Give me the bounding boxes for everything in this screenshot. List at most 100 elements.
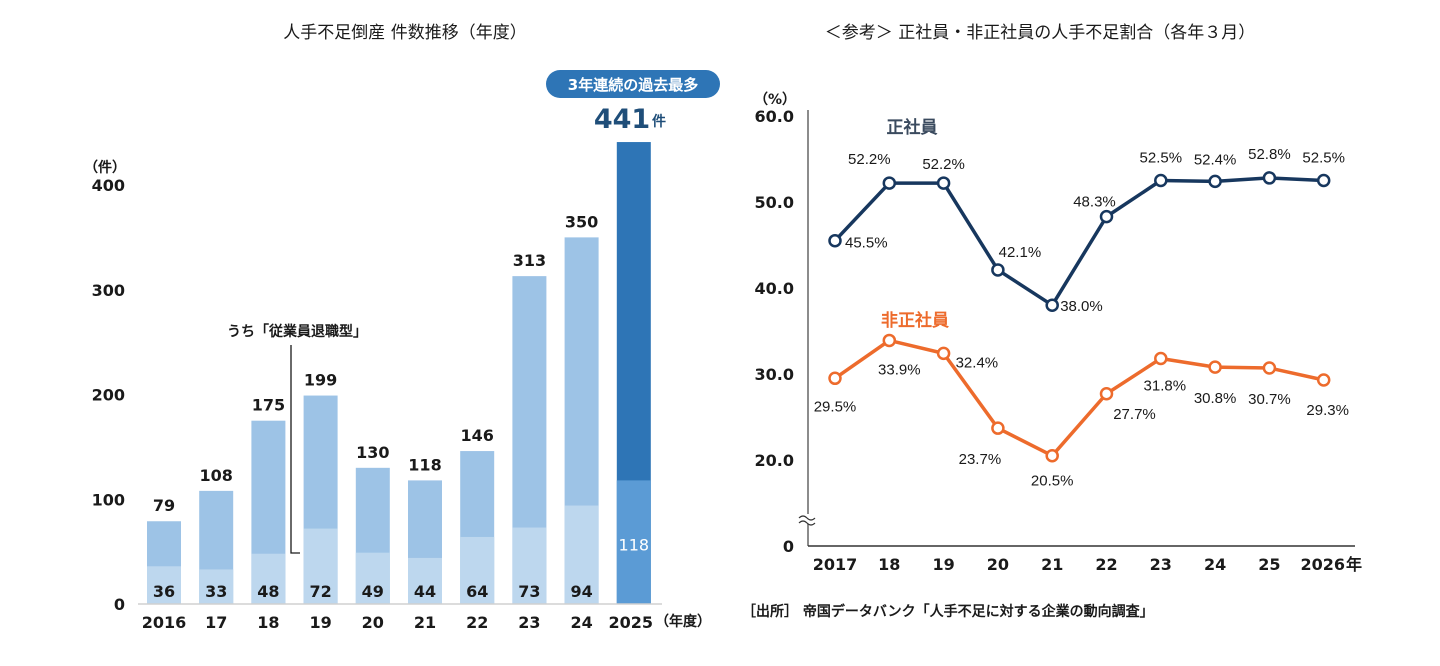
bar-sub bbox=[251, 553, 286, 604]
bar-y-tick-label: 300 bbox=[92, 281, 125, 300]
bar-total-label: 175 bbox=[252, 396, 285, 415]
bar-y-ticks: 0 100 200 300 400 bbox=[92, 176, 125, 614]
bar-sub bbox=[616, 480, 651, 604]
line-y-tick-label: 30.0 bbox=[755, 365, 794, 384]
line-x-unit: 年 bbox=[1346, 555, 1362, 574]
legend-regular: 正社員 bbox=[887, 117, 938, 138]
bar-total-label: 199 bbox=[304, 371, 337, 390]
data-label: 52.2% bbox=[848, 151, 891, 168]
bar-total-label: 118 bbox=[408, 455, 441, 474]
badge-background bbox=[546, 70, 720, 98]
bar-x-tick-label: 20 bbox=[362, 613, 384, 632]
bar-x-ticks: 2016 17 18 19 20 21 22 23 24 2025 bbox=[142, 613, 653, 632]
data-label: 29.3% bbox=[1306, 402, 1349, 419]
data-point bbox=[1154, 173, 1168, 188]
data-point bbox=[1154, 351, 1168, 366]
bar-x-unit: （年度） bbox=[655, 613, 711, 630]
bar-chart: 人手不足倒産 件数推移（年度） （件） 0 100 200 300 400 79 36 10… bbox=[84, 23, 720, 632]
bar-sub-label: 94 bbox=[570, 582, 592, 601]
line-x-tick-label: 18 bbox=[878, 555, 900, 574]
data-label: 31.8% bbox=[1144, 378, 1187, 395]
annotation-leader-line bbox=[290, 345, 300, 554]
data-label: 30.8% bbox=[1194, 390, 1237, 407]
bar-total-label: 108 bbox=[199, 466, 232, 485]
bar-sub bbox=[460, 536, 495, 604]
highlight-value: 441 bbox=[594, 104, 650, 135]
line-y-tick-label: 60.0 bbox=[755, 107, 794, 126]
bar-y-tick-label: 400 bbox=[92, 176, 125, 195]
data-label: 23.7% bbox=[959, 451, 1002, 468]
bar-total-label: 79 bbox=[153, 496, 175, 515]
data-label: 20.5% bbox=[1031, 473, 1074, 490]
bar-y-unit: （件） bbox=[84, 159, 126, 176]
line-x-tick-label: 2026 bbox=[1300, 555, 1345, 574]
sub-series-annotation: うち「従業員退職型」 bbox=[227, 323, 367, 340]
bar-sub-label: 72 bbox=[309, 582, 331, 601]
bar-y-tick-label: 100 bbox=[92, 490, 125, 509]
bar-x-tick-label: 2025 bbox=[608, 613, 653, 632]
data-label: 30.7% bbox=[1248, 391, 1291, 408]
line-x-tick-label: 20 bbox=[987, 555, 1009, 574]
line-x-tick-label: 2017 bbox=[813, 555, 858, 574]
bar-sub-label: 64 bbox=[466, 582, 488, 601]
line-x-ticks: 2017 18 19 20 21 22 23 24 25 2026 bbox=[813, 555, 1345, 574]
bar-y-tick-label: 0 bbox=[114, 595, 125, 614]
bar-x-tick-label: 19 bbox=[309, 613, 331, 632]
bar-sub-label: 49 bbox=[362, 582, 384, 601]
bar-sub bbox=[303, 528, 338, 604]
line-x-tick-label: 25 bbox=[1258, 555, 1280, 574]
bar-sub-label: 118 bbox=[619, 535, 650, 554]
data-point bbox=[1262, 361, 1277, 375]
data-label: 48.3% bbox=[1073, 194, 1116, 211]
legend-nonregular: 非正社員 bbox=[881, 310, 949, 331]
data-point bbox=[1208, 174, 1222, 189]
line-x-tick-label: 23 bbox=[1150, 555, 1172, 574]
bar-y-tick-label: 200 bbox=[92, 386, 125, 405]
data-label: 52.2% bbox=[922, 156, 965, 173]
data-label: 52.5% bbox=[1140, 150, 1183, 167]
line-x-tick-label: 22 bbox=[1095, 555, 1117, 574]
data-point bbox=[1316, 173, 1331, 188]
bar-total-label: 313 bbox=[513, 251, 546, 270]
data-point bbox=[828, 371, 842, 386]
data-point bbox=[936, 176, 951, 190]
line-chart-title: ＜参考＞ 正社員・非正社員の人手不足割合（各年３月） bbox=[825, 23, 1255, 43]
line-x-tick-label: 21 bbox=[1041, 555, 1063, 574]
bar-chart-title: 人手不足倒産 件数推移（年度） bbox=[283, 23, 526, 43]
data-point bbox=[1262, 171, 1277, 185]
data-point bbox=[1045, 448, 1059, 463]
bar-sub-label: 36 bbox=[153, 582, 175, 601]
bar-total-label: 130 bbox=[356, 443, 389, 462]
data-label: 38.0% bbox=[1060, 298, 1103, 315]
series-line-0 bbox=[833, 176, 1324, 307]
line-y-tick-label: 50.0 bbox=[755, 193, 794, 212]
bars: 79 36 108 33 175 48 199 72 130 49 118 44 146 64 313 73 3… bbox=[147, 142, 651, 605]
line-y-unit: （%） bbox=[754, 92, 796, 108]
data-label: 29.5% bbox=[814, 398, 857, 415]
line-x-tick-label: 24 bbox=[1204, 555, 1226, 574]
line-x-tick-label: 19 bbox=[932, 555, 954, 574]
bar-sub bbox=[199, 569, 234, 604]
line-y-tick-label: 20.0 bbox=[755, 451, 794, 470]
data-point bbox=[991, 421, 1005, 435]
bar-sub bbox=[564, 505, 599, 604]
bar-sub bbox=[512, 527, 547, 604]
data-point bbox=[882, 176, 897, 190]
bar-sub-label: 44 bbox=[414, 582, 436, 601]
bar-sub-label: 73 bbox=[518, 582, 540, 601]
line-y-ticks: 0 20.0 30.0 40.0 50.0 60.0 bbox=[755, 107, 794, 556]
highlight-unit: 件 bbox=[652, 113, 666, 130]
series-line-1 bbox=[833, 338, 1325, 458]
bar-x-tick-label: 17 bbox=[205, 613, 227, 632]
bar-x-tick-label: 22 bbox=[466, 613, 488, 632]
record-badge: 3年連続の過去最多 bbox=[546, 70, 720, 98]
data-point bbox=[1316, 373, 1331, 387]
data-label: 52.8% bbox=[1248, 146, 1291, 163]
source-note: ［出所］ 帝国データバンク「人手不足に対する企業の動向調査」 bbox=[742, 603, 1154, 620]
data-point bbox=[1208, 360, 1222, 374]
data-label: 42.1% bbox=[999, 244, 1042, 261]
bar-sub-label: 48 bbox=[257, 582, 279, 601]
bar-x-tick-label: 24 bbox=[570, 613, 592, 632]
line-y-tick-label: 0 bbox=[783, 537, 794, 556]
data-point bbox=[1045, 298, 1059, 312]
